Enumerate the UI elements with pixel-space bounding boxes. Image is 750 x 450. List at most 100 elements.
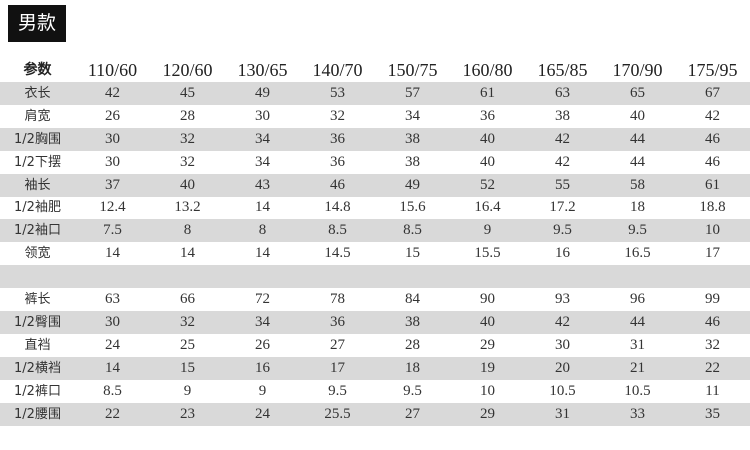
cell: 52 — [480, 176, 495, 193]
cell: 24 — [255, 405, 270, 422]
cell: 10.5 — [624, 382, 651, 399]
row-label: 衣长 — [24, 85, 51, 101]
row-label: 1/2横裆 — [14, 360, 61, 376]
cell: 36 — [330, 153, 345, 170]
cell: 30 — [105, 153, 120, 170]
cell: 40 — [480, 153, 495, 170]
cell: 43 — [255, 176, 270, 193]
cell: 20 — [555, 359, 570, 376]
cell: 36 — [330, 130, 345, 147]
cell: 9 — [483, 222, 492, 239]
cell: 17 — [330, 359, 345, 376]
cell: 36 — [480, 107, 495, 124]
row-label: 1/2腰围 — [14, 406, 61, 422]
cell: 38 — [555, 107, 570, 124]
cell: 31 — [630, 336, 645, 353]
cell: 28 — [405, 336, 420, 353]
cell: 42 — [105, 84, 120, 101]
cell: 38 — [405, 313, 420, 330]
cell: 32 — [180, 153, 195, 170]
cell: 19 — [480, 359, 495, 376]
cell: 22 — [705, 359, 720, 376]
column-header: 150/75 — [387, 60, 438, 80]
cell: 32 — [705, 336, 720, 353]
cell: 14.8 — [324, 199, 351, 216]
cell: 14 — [255, 245, 270, 262]
row-label: 1/2裤口 — [14, 383, 61, 399]
cell: 44 — [630, 153, 645, 170]
title: 男款 — [8, 5, 66, 42]
cell: 40 — [630, 107, 645, 124]
cell: 9.5 — [328, 382, 347, 399]
cell: 34 — [255, 153, 270, 170]
row-background — [0, 402, 750, 426]
cell: 17.2 — [549, 199, 576, 216]
cell: 16.4 — [474, 199, 501, 216]
row-label: 袖长 — [24, 177, 51, 193]
cell: 42 — [555, 153, 570, 170]
cell: 8 — [258, 222, 267, 239]
cell: 16 — [255, 359, 270, 376]
cell: 16.5 — [624, 245, 651, 262]
cell: 14 — [105, 245, 120, 262]
column-header: 130/65 — [237, 60, 288, 80]
cell: 10.5 — [549, 382, 576, 399]
cell: 25 — [180, 336, 195, 353]
cell: 9.5 — [403, 382, 422, 399]
cell: 18 — [405, 359, 420, 376]
cell: 24 — [105, 336, 120, 353]
cell: 61 — [480, 84, 495, 101]
cell: 90 — [480, 291, 495, 307]
cell: 25.5 — [324, 405, 351, 422]
cell: 28 — [180, 107, 195, 124]
cell: 78 — [330, 291, 345, 307]
cell: 11 — [705, 382, 720, 399]
cell: 23 — [180, 405, 195, 422]
cell: 14 — [105, 359, 120, 376]
column-header: 110/60 — [87, 60, 138, 80]
cell: 46 — [705, 313, 720, 330]
cell: 30 — [555, 336, 570, 353]
cell: 46 — [705, 153, 720, 170]
cell: 57 — [405, 84, 420, 101]
cell: 9 — [183, 382, 192, 399]
cell: 9.5 — [628, 222, 647, 239]
cell: 18.8 — [699, 199, 726, 216]
cell: 38 — [405, 130, 420, 147]
cell: 8.5 — [328, 222, 347, 239]
cell: 10 — [480, 382, 495, 399]
cell: 55 — [555, 176, 570, 193]
column-header: 165/85 — [537, 60, 588, 80]
cell: 12.4 — [99, 199, 126, 216]
cell: 58 — [630, 176, 645, 193]
cell: 35 — [705, 405, 720, 422]
cell: 49 — [405, 176, 420, 193]
cell: 8.5 — [103, 382, 122, 399]
cell: 96 — [630, 291, 645, 307]
cell: 44 — [630, 313, 645, 330]
cell: 42 — [705, 107, 720, 124]
cell: 13.2 — [174, 199, 201, 216]
cell: 15 — [180, 359, 195, 376]
cell: 27 — [405, 405, 420, 422]
cell: 38 — [405, 153, 420, 170]
cell: 26 — [255, 336, 270, 353]
cell: 15 — [405, 245, 420, 262]
row-label: 1/2袖肥 — [14, 200, 61, 216]
cell: 93 — [555, 291, 570, 307]
cell: 14 — [255, 199, 270, 216]
cell: 29 — [480, 405, 495, 422]
cell: 34 — [255, 130, 270, 147]
cell: 30 — [105, 130, 120, 147]
cell: 66 — [180, 291, 195, 307]
cell: 27 — [330, 336, 345, 353]
cell: 37 — [105, 176, 120, 193]
cell: 42 — [555, 313, 570, 330]
cell: 32 — [180, 313, 195, 330]
cell: 22 — [105, 405, 120, 422]
row-background — [0, 219, 750, 243]
cell: 10 — [705, 222, 720, 239]
cell: 33 — [630, 405, 645, 422]
cell: 32 — [180, 130, 195, 147]
cell: 46 — [705, 130, 720, 147]
